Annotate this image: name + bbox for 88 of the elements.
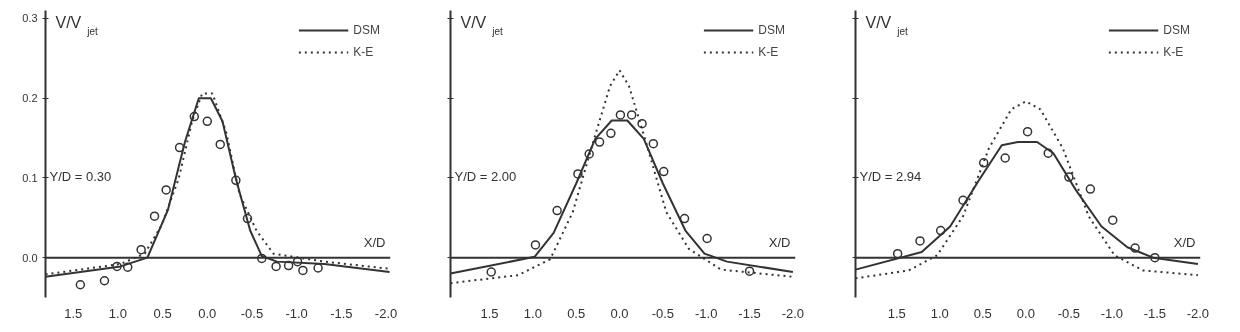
x-tick-label: -1.5 xyxy=(330,305,353,321)
point xyxy=(552,205,562,216)
point xyxy=(626,110,637,120)
point xyxy=(215,139,225,150)
point xyxy=(257,253,267,264)
point xyxy=(648,138,659,149)
x-tick-label: -2.0 xyxy=(781,305,805,321)
point xyxy=(606,128,616,139)
x-tick-label: -1.5 xyxy=(738,305,761,321)
point xyxy=(744,266,755,276)
point xyxy=(679,213,690,224)
x-tick-label: 1.5 xyxy=(480,305,499,321)
point xyxy=(573,169,583,179)
point xyxy=(1022,126,1033,137)
point xyxy=(161,185,171,195)
annotation: Y/D = 0.30 xyxy=(49,168,112,184)
legend-label: K-E xyxy=(1163,45,1184,59)
x-tick-label: -1.5 xyxy=(1143,305,1167,321)
point xyxy=(174,142,185,153)
y-axis-title: V/Vjet xyxy=(55,13,99,37)
x-tick-label: 0.5 xyxy=(567,305,586,321)
x-tick-label: 0.5 xyxy=(973,305,992,321)
y-axis-title: V/Vjet xyxy=(460,13,504,37)
x-axis-title: X/D xyxy=(768,234,791,250)
x-tick-label: -2.0 xyxy=(1186,305,1210,321)
legend-label: DSM xyxy=(1163,23,1190,37)
point xyxy=(584,149,594,159)
y-tick-label: 0.1 xyxy=(22,171,38,184)
point xyxy=(594,137,605,147)
point xyxy=(298,265,308,276)
annotation: Y/D = 2.00 xyxy=(454,168,517,184)
point xyxy=(189,111,200,122)
y-tick-label: 0.2 xyxy=(22,92,38,105)
point xyxy=(486,267,496,277)
point xyxy=(149,211,160,221)
point xyxy=(112,261,122,272)
point xyxy=(615,110,626,120)
x-tick-label: 1.0 xyxy=(930,305,949,321)
point xyxy=(530,240,541,250)
point xyxy=(1085,184,1096,194)
point xyxy=(915,236,925,246)
point xyxy=(231,175,241,186)
x-tick-label: 1.0 xyxy=(523,305,542,321)
x-tick-label: -1.0 xyxy=(695,305,718,321)
legend-label: K-E xyxy=(353,45,374,59)
point xyxy=(1064,172,1074,182)
x-tick-label: -0.5 xyxy=(240,305,264,321)
x-tick-label: 1.5 xyxy=(64,305,83,321)
y-axis-title: V/Vjet xyxy=(865,13,909,37)
x-tick-label: -1.0 xyxy=(1100,305,1124,321)
point xyxy=(1000,153,1010,163)
x-tick-label: 1.0 xyxy=(108,305,127,321)
point xyxy=(136,244,146,255)
point xyxy=(958,195,968,205)
x-tick-label: 0.5 xyxy=(153,305,172,321)
point xyxy=(122,262,133,272)
x-tick-label: 1.5 xyxy=(887,305,906,321)
point xyxy=(935,225,946,236)
x-tick-label: -1.0 xyxy=(285,305,308,321)
x-tick-label: -2.0 xyxy=(374,305,398,321)
x-tick-label: 0.0 xyxy=(610,305,629,321)
point xyxy=(637,118,647,129)
point xyxy=(1130,243,1140,253)
x-tick-label: 0.0 xyxy=(1016,305,1035,321)
x-axis-title: X/D xyxy=(363,234,386,250)
point xyxy=(978,158,989,168)
point xyxy=(1107,215,1118,225)
point xyxy=(313,263,323,273)
point xyxy=(271,261,281,272)
point xyxy=(658,166,669,177)
x-tick-label: 0.0 xyxy=(198,305,217,321)
point xyxy=(202,116,213,127)
point xyxy=(283,260,294,271)
point xyxy=(702,233,712,244)
annotation: Y/D = 2.94 xyxy=(859,168,922,184)
legend-label: DSM xyxy=(758,23,785,37)
point xyxy=(75,280,86,290)
x-tick-label: -0.5 xyxy=(651,305,675,321)
legend-label: K-E xyxy=(758,45,779,59)
y-tick-label: 0.3 xyxy=(22,12,38,25)
x-tick-label: -0.5 xyxy=(1057,305,1081,321)
point xyxy=(1043,148,1053,158)
point xyxy=(1150,252,1160,263)
y-tick-label: 0.0 xyxy=(22,251,38,264)
legend-label: DSM xyxy=(353,23,380,37)
x-axis-title: X/D xyxy=(1173,234,1196,250)
point xyxy=(242,213,253,224)
point xyxy=(99,276,110,286)
